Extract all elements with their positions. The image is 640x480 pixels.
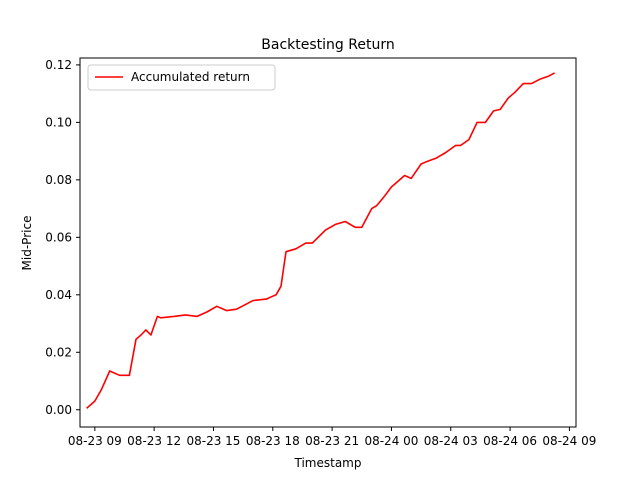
x-tick-label: 08-24 06 xyxy=(483,434,537,448)
x-tick-label: 08-23 18 xyxy=(246,434,300,448)
legend-label: Accumulated return xyxy=(131,70,250,84)
y-tick-label: 0.04 xyxy=(45,288,72,302)
legend-box xyxy=(87,64,276,91)
x-tick-label: 08-23 21 xyxy=(305,434,359,448)
y-tick-label: 0.08 xyxy=(45,173,72,187)
x-tick-label: 08-24 03 xyxy=(424,434,478,448)
axes-frame xyxy=(79,57,577,428)
x-tick-label: 08-23 12 xyxy=(127,434,181,448)
x-tick-label: 08-23 15 xyxy=(186,434,240,448)
y-tick-label: 0.12 xyxy=(45,58,72,72)
x-tick-label: 08-23 09 xyxy=(68,434,122,448)
chart-title: Backtesting Return xyxy=(261,37,394,53)
legend: Accumulated return xyxy=(87,64,276,91)
y-axis-label: Mid-Price xyxy=(20,216,34,271)
plot-area xyxy=(79,57,577,428)
x-axis-label: Timestamp xyxy=(294,456,362,470)
x-tick-label: 08-24 09 xyxy=(542,434,596,448)
x-axis: 08-23 09 08-23 12 08-23 15 08-23 18 08-23 21… xyxy=(68,427,596,448)
y-axis: 0.00 0.02 0.04 0.06 0.08 0.10 0.12 xyxy=(45,58,80,417)
y-tick-label: 0.10 xyxy=(45,115,72,129)
y-tick-label: 0.00 xyxy=(45,403,72,417)
x-tick-label: 08-24 00 xyxy=(364,434,418,448)
accumulated-return-line xyxy=(86,72,555,409)
y-tick-label: 0.02 xyxy=(45,345,72,359)
y-tick-label: 0.06 xyxy=(45,230,72,244)
